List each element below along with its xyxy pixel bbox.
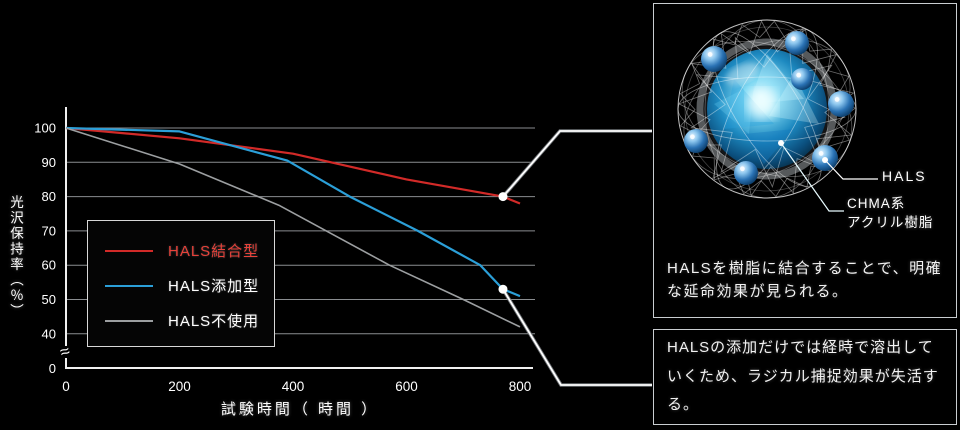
hals-callout-label: HALS bbox=[882, 168, 927, 184]
y-tick-label-100: 100 bbox=[34, 121, 56, 136]
hals-ball-icon bbox=[734, 161, 758, 185]
x-tick-label-200: 200 bbox=[168, 379, 191, 394]
cage-mesh-ring bbox=[678, 20, 855, 197]
series-line-2 bbox=[65, 126, 521, 298]
series-line-1 bbox=[65, 126, 521, 205]
resin-callout-label: CHMA系 アクリル樹脂 bbox=[847, 194, 933, 232]
legend-label: HALS不使用 bbox=[168, 313, 260, 330]
bonded-type-caption: HALSを樹脂に結合することで、明確な延命効果が見られる。 bbox=[667, 259, 943, 300]
ball-highlight bbox=[791, 36, 796, 42]
x-tick-label-400: 400 bbox=[282, 379, 305, 394]
legend-item-1: HALS結合型 bbox=[88, 233, 274, 268]
ball-highlight bbox=[690, 134, 695, 140]
resin-label-line1: CHMA系 bbox=[847, 196, 906, 211]
hals-ball-icon bbox=[684, 129, 708, 153]
y-tick-label-50: 50 bbox=[42, 292, 56, 307]
hals-ball-icon bbox=[791, 68, 813, 90]
ball-highlight bbox=[834, 97, 840, 102]
molecule-leader-lines bbox=[778, 140, 878, 212]
x-tick-label-0: 0 bbox=[62, 379, 70, 394]
additive-type-caption: HALSの添加だけでは経時で溶出していくため、ラジカル捕捉効果が失活する。 bbox=[667, 339, 939, 414]
legend-line-swatch bbox=[105, 284, 153, 287]
data-point-marker bbox=[498, 284, 508, 294]
legend-item-3: HALS不使用 bbox=[88, 303, 274, 338]
legend-label: HALS添加型 bbox=[168, 278, 260, 295]
ball-highlight bbox=[740, 166, 745, 172]
y-tick-label-0: 0 bbox=[49, 361, 56, 376]
hals-ball-icon bbox=[828, 91, 854, 117]
y-tick-label-40: 40 bbox=[42, 326, 56, 341]
note-panel: HALSの添加だけでは経時で溶出していくため、ラジカル捕捉効果が失活する。 bbox=[653, 329, 957, 425]
hals-ball-icon bbox=[785, 31, 809, 55]
x-tick-label-800: 800 bbox=[509, 379, 532, 394]
x-axis-title: 試験時間（ 時間 ） bbox=[220, 401, 380, 418]
callout-line-shadow bbox=[501, 288, 652, 387]
callout-line bbox=[502, 288, 652, 386]
ball-highlight bbox=[707, 52, 713, 57]
legend: HALS結合型 HALS添加型 HALS不使用 bbox=[87, 220, 275, 347]
callout-line-shadow bbox=[501, 129, 652, 198]
hals-molecule-balls bbox=[684, 31, 854, 185]
legend-line-swatch bbox=[105, 319, 153, 322]
legend-item-2: HALS添加型 bbox=[88, 268, 274, 303]
callout-line bbox=[502, 130, 652, 198]
hals-ball-icon bbox=[701, 46, 727, 72]
wireframe-cage bbox=[677, 19, 857, 199]
molecule-panel: HALS CHMA系 アクリル樹脂 HALSを樹脂に結合することで、明確な延命効… bbox=[653, 3, 957, 318]
axis-break-mask bbox=[58, 346, 74, 358]
y-axis-title: 光沢保持率（％） bbox=[8, 195, 23, 319]
y-tick-label-90: 90 bbox=[42, 155, 56, 170]
y-tick-label-60: 60 bbox=[42, 258, 56, 273]
x-tick-label-600: 600 bbox=[395, 379, 418, 394]
legend-line-swatch bbox=[105, 249, 153, 252]
legend-rows: HALS結合型 HALS添加型 HALS不使用 bbox=[88, 233, 274, 338]
series-line-3 bbox=[65, 127, 521, 328]
y-tick-label-70: 70 bbox=[42, 223, 56, 238]
ball-highlight bbox=[796, 72, 802, 78]
resin-label-line2: アクリル樹脂 bbox=[847, 215, 934, 230]
y-tick-label-80: 80 bbox=[42, 189, 56, 204]
molecule-sphere-illustration bbox=[677, 19, 878, 212]
ball-highlight bbox=[818, 151, 824, 156]
data-point-marker bbox=[498, 192, 508, 202]
legend-label: HALS結合型 bbox=[168, 243, 260, 260]
